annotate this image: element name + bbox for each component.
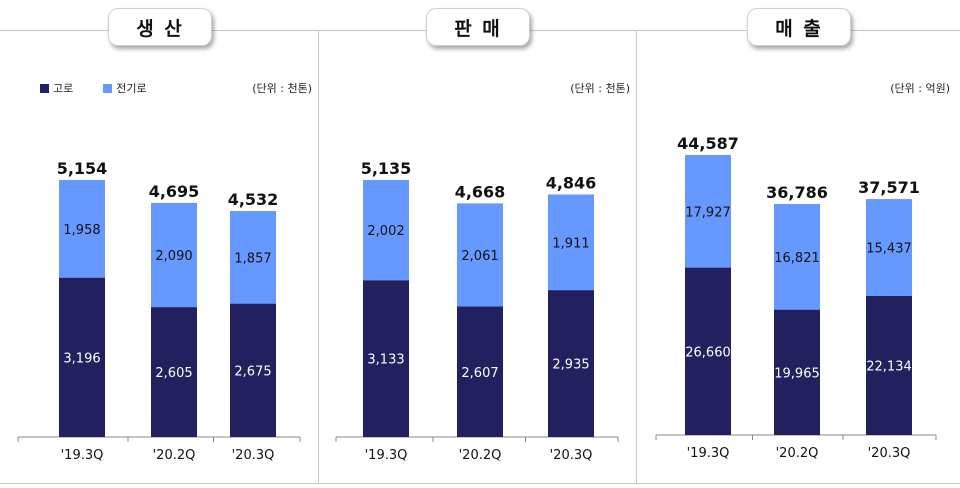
production-panel: 생 산 고로 전기로 (단위 : 천톤) 3,196 1,958 5,154 '19.…	[0, 0, 318, 488]
bar-electric-1	[457, 203, 503, 307]
label-blast-1: 19,965	[774, 366, 820, 381]
category-label-1: '20.2Q	[459, 448, 502, 463]
revenue-unit-label: (단위 : 억원)	[890, 82, 950, 95]
label-electric-0: 2,002	[367, 224, 404, 239]
bar-electric-1	[774, 203, 820, 310]
bar-electric-0	[59, 180, 105, 278]
chart-legend: 고로 전기로	[40, 80, 177, 96]
legend-swatch-electric	[103, 83, 113, 93]
legend-swatch-blast	[40, 83, 49, 93]
bar-electric-0	[363, 180, 409, 281]
label-electric-1: 2,061	[461, 249, 498, 264]
bar-electric-1	[151, 202, 197, 308]
label-blast-1: 2,607	[461, 366, 498, 381]
category-label-0: '19.3Q	[61, 448, 104, 463]
bar-blast-2	[230, 303, 276, 437]
label-total-0: 5,154	[57, 159, 108, 178]
production-unit-label: (단위 : 천톤)	[252, 82, 312, 95]
bar-blast-0	[363, 280, 409, 437]
bar-blast-2	[548, 290, 594, 437]
label-electric-1: 2,090	[155, 249, 192, 264]
panel-divider-1	[318, 30, 319, 483]
bar-electric-2	[866, 199, 912, 297]
legend-item-electric: 전기로	[103, 80, 147, 96]
label-blast-1: 2,605	[155, 366, 192, 381]
sales-unit-label: (단위 : 천톤)	[570, 82, 630, 95]
category-label-0: '19.3Q	[365, 448, 408, 463]
bar-electric-2	[230, 211, 276, 304]
revenue-panel: 매 출 (단위 : 억원) 26,660 17,927 44,587 '19.3Q 19…	[636, 0, 960, 488]
category-label-2: '20.3Q	[868, 446, 911, 461]
production-title: 생 산	[108, 8, 212, 46]
sales-title: 판 매	[426, 8, 530, 46]
bar-blast-1	[457, 306, 503, 437]
bottom-divider-line	[0, 483, 960, 484]
label-blast-2: 2,935	[552, 358, 589, 373]
bar-electric-2	[548, 194, 594, 291]
legend-label-electric: 전기로	[116, 82, 147, 95]
label-electric-2: 1,911	[552, 236, 589, 251]
legend-label-blast: 고로	[53, 82, 74, 95]
label-total-2: 37,571	[858, 178, 920, 197]
legend-item-blast: 고로	[40, 80, 73, 96]
label-electric-0: 17,927	[685, 205, 731, 220]
label-total-0: 5,135	[361, 159, 412, 178]
sales-panel: 판 매 (단위 : 천톤) 3,133 2,002 5,135 '19.3Q 2,607…	[318, 0, 636, 488]
bar-blast-0	[59, 277, 105, 437]
label-blast-0: 26,660	[685, 345, 731, 360]
category-label-1: '20.2Q	[776, 446, 819, 461]
label-blast-2: 22,134	[866, 360, 912, 375]
label-electric-0: 1,958	[63, 223, 100, 238]
revenue-chart: 26,660 17,927 44,587 '19.3Q 19,965 16,821 36,7…	[655, 134, 937, 461]
label-electric-2: 15,437	[866, 242, 912, 257]
label-electric-2: 1,857	[234, 251, 271, 266]
label-total-1: 36,786	[766, 183, 828, 202]
category-label-2: '20.3Q	[550, 448, 593, 463]
label-total-2: 4,846	[546, 173, 597, 192]
bar-blast-1	[774, 309, 820, 435]
bar-blast-1	[151, 307, 197, 437]
label-blast-0: 3,196	[63, 351, 100, 366]
label-blast-2: 2,675	[234, 364, 271, 379]
sales-chart: 3,133 2,002 5,135 '19.3Q 2,607 2,061 4,668 '20.…	[335, 159, 619, 463]
production-chart: 3,196 1,958 5,154 '19.3Q 2,605 2,090 4,695 '20.…	[17, 159, 301, 463]
label-total-1: 4,668	[455, 182, 506, 201]
label-blast-0: 3,133	[367, 353, 404, 368]
category-label-1: '20.2Q	[153, 448, 196, 463]
bar-blast-0	[685, 267, 731, 435]
label-total-2: 4,532	[228, 190, 279, 209]
category-label-0: '19.3Q	[687, 446, 730, 461]
category-label-2: '20.3Q	[232, 448, 275, 463]
panel-divider-2	[636, 30, 637, 483]
label-total-1: 4,695	[149, 182, 200, 201]
label-electric-1: 16,821	[774, 251, 820, 266]
revenue-title: 매 출	[747, 8, 851, 46]
bar-electric-0	[685, 155, 731, 268]
label-total-0: 44,587	[677, 134, 739, 153]
bar-blast-2	[866, 296, 912, 435]
